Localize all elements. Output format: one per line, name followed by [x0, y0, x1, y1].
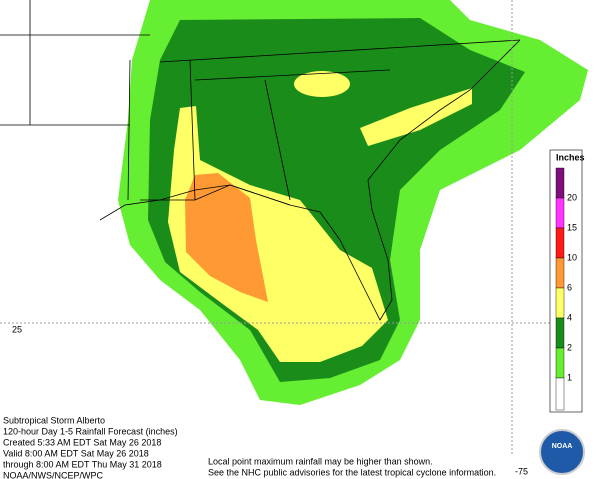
info-line: 120-hour Day 1-5 Rainfall Forecast (inch…: [3, 426, 178, 436]
logo: [539, 429, 585, 475]
legend-swatch: [555, 257, 565, 289]
legend-swatch: [555, 197, 565, 229]
lat-label: 25: [12, 324, 22, 334]
legend-swatch: [555, 317, 565, 349]
legend-swatch: [555, 227, 565, 259]
rain-area-4in: [168, 106, 388, 362]
rain-area-4in: [294, 71, 350, 97]
legend-label: 20: [567, 192, 577, 202]
info-line: Subtropical Storm Alberto: [3, 415, 105, 425]
legend: 20 15 10 6 4 2 1: [555, 167, 577, 411]
legend-label: 6: [567, 282, 572, 292]
info-line: Created 5:33 AM EDT Sat May 26 2018: [3, 437, 161, 447]
note-box: [205, 455, 515, 479]
note: Local point maximum rainfall may be high…: [208, 456, 496, 477]
info-box: [0, 413, 205, 479]
rain-area-4in: [360, 88, 472, 146]
legend-label: 10: [567, 252, 577, 262]
legend-box: [549, 149, 583, 413]
info-line: NOAA/NWS/NCEP/WPC: [3, 470, 104, 479]
info-line: Valid 8:00 AM EDT Sat May 26 2018: [3, 448, 149, 458]
boundaries: [0, 0, 521, 321]
logo-text: NOAA: [552, 443, 573, 450]
legend-label: 4: [567, 312, 572, 322]
note-line: Local point maximum rainfall may be high…: [208, 456, 433, 466]
legend-swatch: [555, 377, 565, 411]
info-line: through 8:00 AM EDT Thu May 31 2018: [3, 459, 162, 469]
legend-swatch: [555, 167, 565, 199]
legend-swatch: [555, 287, 565, 319]
lon-label: -75: [515, 466, 528, 476]
legend-label: 15: [567, 222, 577, 232]
legend-label: 1: [567, 372, 572, 382]
legend-swatch: [555, 347, 565, 379]
rain-area-6in: [185, 173, 268, 302]
note-line: See the NHC public advisories for the la…: [208, 467, 496, 477]
legend-label: 2: [567, 342, 572, 352]
legend-title: Inches: [556, 152, 585, 162]
